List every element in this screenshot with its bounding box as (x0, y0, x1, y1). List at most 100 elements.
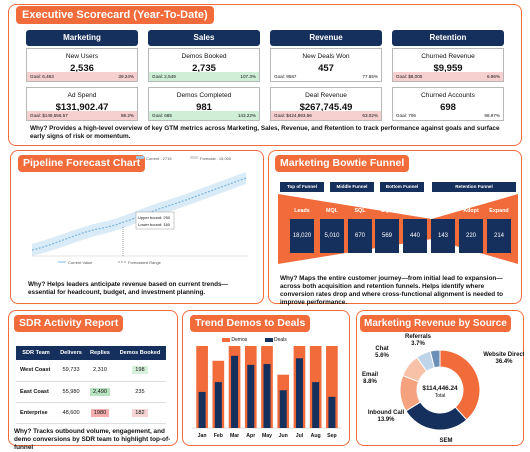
kpi-label: Deal Revenue (305, 92, 347, 99)
bowtie-label-onboard: Onboard (431, 208, 455, 214)
legend-swatch-deals (264, 337, 273, 342)
bar-demos[interactable] (326, 346, 338, 428)
kpi-value: 698 (440, 102, 456, 113)
sdr-table: SDR Team Delivers Replies Demos Booked W… (16, 346, 166, 424)
kpi-goal-pct: 63.02% (362, 113, 378, 118)
donut-slice[interactable] (439, 349, 481, 421)
kpi-value: 2,536 (70, 63, 94, 74)
bowtie-value-sql[interactable]: 670 (348, 219, 372, 253)
donut-center-value: $114,446.24 (422, 385, 458, 392)
kpi-goal-bar: Goal: 6,463 39.24% (27, 72, 137, 81)
kpi-label: Churned Revenue (421, 53, 475, 60)
kpi-card-new-deals-won[interactable]: New Deals Won 457 Goal: 9587 77.85% (270, 48, 382, 82)
kpi-goal-pct: 88.2% (120, 113, 134, 118)
th-sdr-team[interactable]: SDR Team (16, 346, 57, 360)
bar-deals[interactable] (198, 391, 206, 428)
cell-delivers: 48,600 (56, 402, 87, 424)
bowtie-why-text: Why? Maps the entire customer journey—fr… (280, 275, 504, 306)
kpi-goal-bar: Goal: 9587 77.85% (271, 72, 381, 81)
donut-slice[interactable] (429, 349, 441, 369)
bar-deals[interactable] (231, 355, 239, 428)
tooltip-upper: Upper bound: 250 (138, 215, 171, 220)
legend-swatch-demos (222, 337, 230, 342)
kpi-label: Demos Booked (181, 53, 227, 60)
kpi-goal: Goal: 6,463 (30, 74, 54, 79)
bowtie-value-sqo[interactable]: 569 (375, 219, 399, 253)
cell-team: West Coast (16, 360, 57, 382)
kpi-card-demos-completed[interactable]: Demos Completed 981 Goal: 685 143.22% (148, 87, 260, 121)
slice-pct: 13.9% (377, 417, 395, 423)
bar-deals[interactable] (247, 364, 255, 428)
kpi-goal-bar: Goal: 2,549 107.3% (149, 72, 259, 81)
scorecard-why-text: Why? Provides a high-level overview of k… (30, 125, 500, 140)
trend-bar-chart: Jan Feb Mar Apr May Jun Jul Aug Sep (192, 346, 342, 439)
bowtie-value-onboard[interactable]: 143 (431, 219, 455, 253)
stage-retention-funnel: Retention Funnel (432, 182, 516, 192)
slice-pct: 3.7% (411, 341, 425, 347)
stage-bottom-funnel: Bottom Funnel (380, 182, 424, 192)
table-row[interactable]: West Coast 59,733 2,310 198 (16, 360, 166, 382)
kpi-value: 2,735 (192, 63, 216, 74)
bowtie-label-win: Win (410, 208, 420, 214)
kpi-label: New Deals Won (302, 53, 350, 60)
kpi-goal-pct: 98.97% (484, 113, 500, 118)
trend-title: Trend Demos to Deals (190, 315, 311, 332)
bar-deals[interactable] (214, 382, 222, 428)
kpi-value: $9,959 (433, 63, 463, 74)
col-header-sales: Sales (148, 30, 260, 46)
slice-label: Inbound Call (368, 410, 405, 416)
kpi-goal: Goal: 9587 (274, 74, 297, 79)
sdr-title: SDR Activity Report (14, 315, 124, 332)
kpi-card-churned-revenue[interactable]: Churned Revenue $9,959 Goal: $8,000 6.96% (392, 48, 504, 82)
legend-current-value: Current Value (68, 260, 93, 265)
pipeline-why-text: Why? Helps leaders anticipate revenue ba… (28, 281, 228, 296)
x-tick-label: Mar (230, 433, 239, 439)
cell-demos: 198 (113, 360, 166, 382)
kpi-goal-bar: Goal: 685 143.22% (149, 111, 259, 120)
kpi-label: Churned Accounts (421, 92, 475, 99)
th-replies[interactable]: Replies (86, 346, 114, 360)
bowtie-value-adopt[interactable]: 220 (459, 219, 483, 253)
bar-deals[interactable] (328, 396, 336, 428)
kpi-card-demos-booked[interactable]: Demos Booked 2,735 Goal: 2,549 107.3% (148, 48, 260, 82)
bowtie-label-sql: SQL (354, 208, 366, 214)
slice-label: SEM (439, 438, 452, 442)
bowtie-label-sqo: SQO (381, 208, 393, 214)
kpi-goal-pct: 39.24% (118, 74, 134, 79)
legend-current: Current : 2715 (146, 156, 172, 161)
kpi-card-new-users[interactable]: New Users 2,536 Goal: 6,463 39.24% (26, 48, 138, 82)
x-tick-label: Jul (296, 433, 304, 439)
bowtie-value-expand[interactable]: 214 (487, 219, 511, 253)
col-header-marketing: Marketing (26, 30, 138, 46)
bowtie-label-adopt: Adopt (463, 208, 479, 214)
bar-deals[interactable] (279, 390, 287, 428)
kpi-goal-pct: 107.3% (240, 74, 256, 79)
table-row[interactable]: Enterprise 48,600 1980 182 (16, 402, 166, 424)
bowtie-value-leads[interactable]: 18,020 (290, 219, 314, 253)
col-header-revenue: Revenue (270, 30, 382, 46)
x-tick-label: Aug (311, 433, 321, 439)
kpi-goal: Goal: $424,893.56 (274, 113, 312, 118)
cell-delivers: 59,733 (56, 360, 87, 382)
stage-top-of-funnel: Top of Funnel (280, 182, 324, 192)
cell-team: Enterprise (16, 402, 57, 424)
bar-deals[interactable] (312, 382, 320, 428)
bar-deals[interactable] (295, 358, 303, 428)
stage-middle-funnel: Middle Funnel (330, 182, 374, 192)
bowtie-value-win[interactable]: 440 (403, 219, 427, 253)
x-tick-label: Sep (327, 433, 337, 439)
bar-demos[interactable] (196, 346, 208, 428)
bowtie-value-mql[interactable]: 5,010 (320, 219, 344, 253)
kpi-card-ad-spend[interactable]: Ad Spend $131,902.47 Goal: $149,556.57 88… (26, 87, 138, 121)
table-row[interactable]: East Coast 55,980 2,490 235 (16, 381, 166, 403)
cell-team: East Coast (16, 381, 57, 403)
bar-deals[interactable] (263, 364, 271, 428)
kpi-card-deal-revenue[interactable]: Deal Revenue $267,745.49 Goal: $424,893.… (270, 87, 382, 121)
th-demos-booked[interactable]: Demos Booked (113, 346, 166, 360)
kpi-card-churned-accounts[interactable]: Churned Accounts 698 Goal: 706 98.97% (392, 87, 504, 121)
kpi-goal-bar: Goal: $424,893.56 63.02% (271, 111, 381, 120)
th-delivers[interactable]: Delivers (56, 346, 87, 360)
cell-delivers: 55,980 (56, 381, 87, 403)
slice-pct: 5.6% (375, 353, 389, 359)
